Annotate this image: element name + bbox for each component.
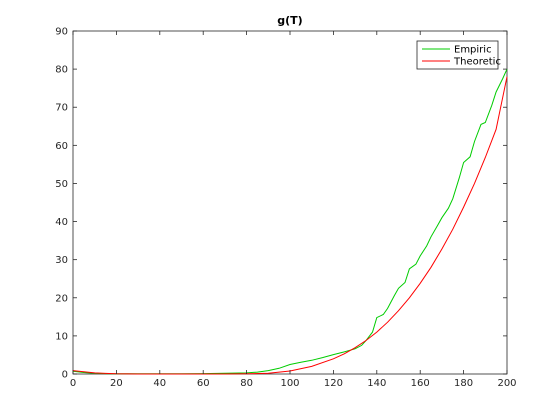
y-tick-label: 50: [55, 179, 68, 190]
x-tick-label: 60: [197, 378, 210, 389]
y-tick-label: 80: [55, 65, 68, 76]
x-tick-label: 0: [70, 378, 76, 389]
x-tick-label: 40: [153, 378, 166, 389]
x-tick-label: 100: [280, 378, 299, 389]
legend-label-empiric: Empiric: [454, 45, 492, 56]
y-tick-label: 60: [55, 141, 68, 152]
plot-area: [72, 30, 508, 375]
x-tick-label: 200: [497, 378, 516, 389]
y-tick-label: 40: [55, 217, 68, 228]
x-axis: 0 20 40 60 80 100 120 140 160 180 200: [70, 31, 517, 389]
chart-title: g(T): [277, 14, 302, 27]
x-tick-label: 180: [454, 378, 473, 389]
y-tick-label: 0: [62, 370, 68, 381]
series-line-theoretic: [72, 76, 508, 375]
x-tick-label: 20: [110, 378, 123, 389]
x-tick-label: 80: [240, 378, 253, 389]
y-tick-label: 70: [55, 103, 68, 114]
y-tick-label: 90: [55, 27, 68, 38]
legend-box: [416, 40, 499, 70]
x-tick-label: 160: [411, 378, 430, 389]
legend-label-theoretic: Theoretic: [453, 57, 501, 68]
axes-box: [72, 30, 508, 375]
y-tick-label: 30: [55, 255, 68, 266]
y-axis: 0 10 20 30 40 50 60 70 80 90: [55, 27, 507, 381]
y-tick-label: 20: [55, 293, 68, 304]
x-tick-label: 120: [324, 378, 343, 389]
y-tick-label: 10: [55, 331, 68, 342]
x-tick-label: 140: [367, 378, 386, 389]
